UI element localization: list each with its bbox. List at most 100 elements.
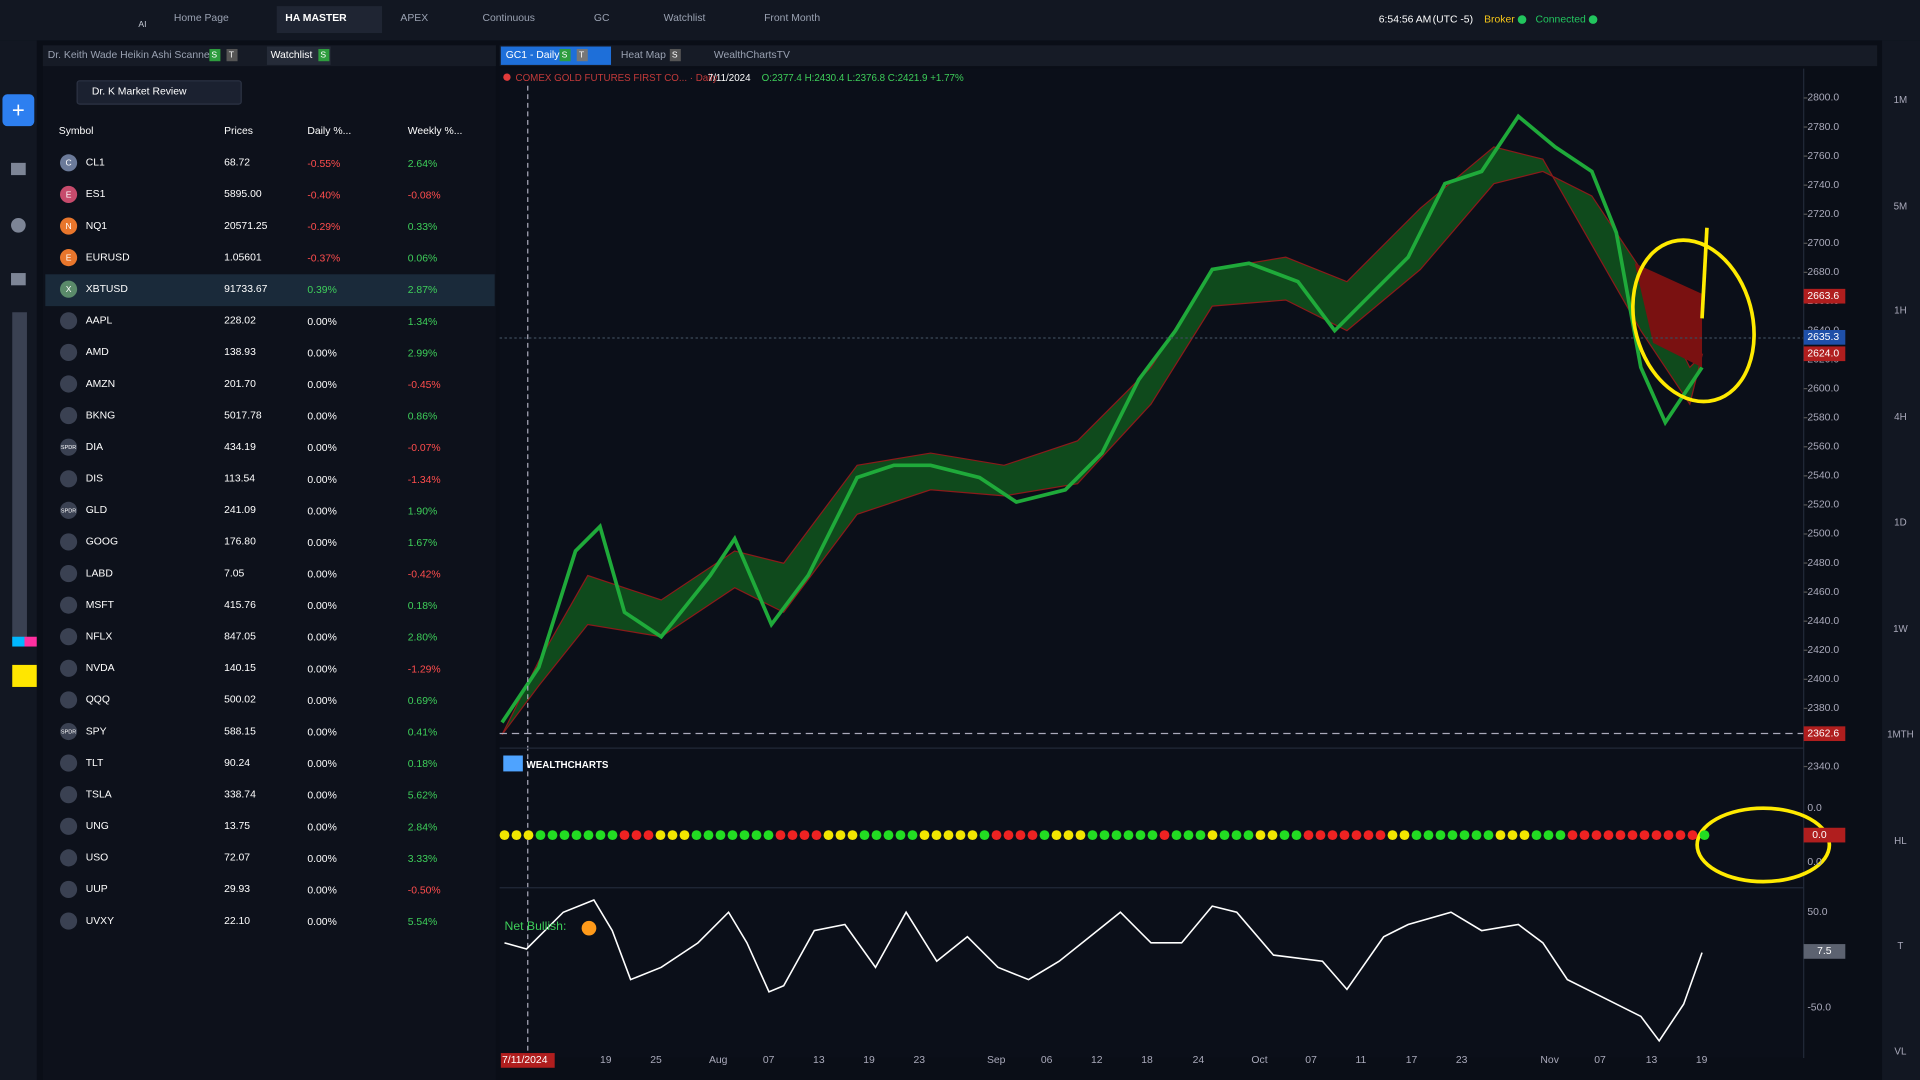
timeframe[interactable]: 1M [1894, 95, 1908, 106]
timeframe[interactable]: VL [1894, 1046, 1907, 1057]
row-hitbox[interactable] [45, 717, 494, 748]
price: 91733.67 [224, 284, 268, 295]
price-tick-label: 2540.0 [1807, 471, 1839, 482]
row-hitbox[interactable] [45, 211, 494, 242]
row-hitbox[interactable] [45, 401, 494, 432]
signal-dot [1627, 830, 1638, 840]
x-axis-label: 23 [913, 1055, 925, 1066]
row-hitbox[interactable] [45, 685, 494, 716]
signal-dot [1207, 830, 1218, 840]
weekly-change: 5.62% [408, 791, 437, 802]
price-tag [1803, 726, 1846, 742]
tab[interactable]: Watchlist [664, 13, 706, 24]
signal-dot [1495, 830, 1506, 840]
active-list-tab-bg [266, 46, 331, 65]
signal-dot [931, 830, 942, 840]
row-hitbox[interactable] [45, 654, 494, 685]
right-toolbar [1882, 40, 1920, 1080]
signal-dot [787, 830, 798, 840]
tab[interactable]: Continuous [482, 13, 535, 24]
tab[interactable]: APEX [400, 13, 428, 24]
row-hitbox[interactable] [45, 306, 494, 337]
price-tick-label: 2480.0 [1807, 558, 1839, 569]
timeframe[interactable]: 1H [1894, 306, 1907, 317]
timeframe[interactable]: 1W [1893, 624, 1908, 635]
signal-dot [895, 830, 906, 840]
signal-dot [1531, 830, 1542, 840]
timeframe[interactable]: 1MTH [1887, 729, 1914, 740]
signal-dot [775, 830, 786, 840]
timeframe[interactable]: 5M [1894, 202, 1908, 213]
row-hitbox[interactable] [45, 812, 494, 843]
draw-tools[interactable] [12, 312, 27, 643]
signal-dot [547, 830, 558, 840]
row-hitbox[interactable] [45, 527, 494, 558]
timeframe[interactable]: 1D [1894, 517, 1907, 528]
x-axis-label: 11 [1356, 1055, 1367, 1066]
signal-dot [631, 830, 642, 840]
tab[interactable]: GC [594, 13, 610, 24]
row-hitbox[interactable] [45, 464, 494, 495]
price: 72.07 [224, 853, 250, 864]
swatch[interactable] [12, 664, 37, 687]
x-axis-label: Sep [987, 1055, 1006, 1066]
row-hitbox[interactable] [45, 906, 494, 937]
timeframe[interactable]: 4H [1894, 412, 1907, 423]
tab[interactable]: Home Page [174, 13, 229, 24]
row-hitbox[interactable] [45, 780, 494, 811]
row-hitbox[interactable] [45, 275, 494, 306]
tab[interactable]: HA MASTER [285, 13, 347, 24]
price: 338.74 [224, 789, 256, 800]
icon[interactable] [11, 162, 26, 176]
x-axis-label: 13 [1646, 1055, 1658, 1066]
swatch[interactable] [12, 636, 25, 647]
daily-change: 0.00% [307, 696, 336, 707]
dots-axis-label: 0.0 [1807, 803, 1822, 814]
icon[interactable] [11, 217, 26, 233]
signal-dot [703, 830, 714, 840]
timeframe[interactable]: T [1897, 941, 1903, 952]
weekly-change: 2.87% [408, 285, 437, 296]
icon[interactable] [11, 273, 26, 286]
badge-text: T [229, 49, 235, 59]
price-tag-label: 2663.6 [1807, 291, 1839, 302]
legend-ohlc: O:2377.4 H:2430.4 L:2376.8 C:2421.9 +1.7… [762, 73, 964, 84]
chart-tab: WealthChartsTV [714, 50, 790, 61]
row-hitbox[interactable] [45, 243, 494, 274]
row-hitbox[interactable] [45, 875, 494, 906]
row-hitbox[interactable] [45, 843, 494, 874]
symbol-icon [60, 912, 78, 930]
symbol-icon [60, 343, 78, 361]
row-hitbox[interactable] [45, 338, 494, 369]
row-hitbox[interactable] [45, 148, 494, 179]
price-tick-label: 2400.0 [1807, 674, 1839, 685]
add-button[interactable] [2, 94, 35, 127]
signal-dot [943, 830, 954, 840]
brand-logo [503, 755, 523, 772]
row-hitbox[interactable] [45, 369, 494, 400]
signal-dot [1651, 830, 1662, 840]
timeframe[interactable]: HL [1894, 836, 1907, 847]
daily-change: 0.00% [307, 917, 336, 928]
symbol-icon [60, 691, 78, 709]
filter-select[interactable] [76, 80, 242, 105]
row-hitbox[interactable] [45, 432, 494, 463]
row-hitbox[interactable] [45, 622, 494, 653]
swatch[interactable] [24, 636, 37, 647]
row-hitbox[interactable] [45, 748, 494, 779]
daily-change: 0.00% [307, 475, 336, 486]
signal-dot [1087, 830, 1098, 840]
row-hitbox[interactable] [45, 590, 494, 621]
icon-text: SPDR [61, 508, 76, 514]
signal-dot [1603, 830, 1614, 840]
daily-change: -0.55% [307, 159, 340, 170]
row-hitbox[interactable] [45, 496, 494, 527]
price-tag [1803, 288, 1846, 304]
symbol: NVDA [86, 663, 115, 674]
row-hitbox[interactable] [45, 559, 494, 590]
tab[interactable]: Front Month [764, 13, 820, 24]
signal-dot [991, 830, 1002, 840]
row-hitbox[interactable] [45, 180, 494, 211]
price-tick-label: 2580.0 [1807, 412, 1839, 423]
daily-change: 0.00% [307, 759, 336, 770]
